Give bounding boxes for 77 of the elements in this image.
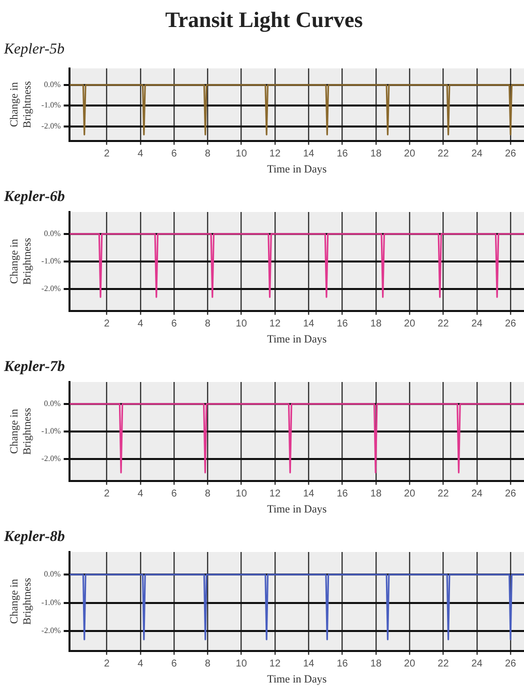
x-tick-label: 4 — [138, 488, 144, 500]
x-tick-label: 20 — [404, 658, 416, 670]
y-axis-title: Change in Brightness — [8, 238, 34, 285]
x-tick-label: 4 — [138, 658, 144, 670]
x-tick-label: 10 — [236, 658, 248, 670]
y-tick-label: 0.0% — [44, 570, 62, 579]
x-tick-label: 14 — [303, 318, 315, 330]
y-tick-label: -2.0% — [41, 626, 62, 636]
x-axis-title: Time in Days — [267, 673, 327, 686]
x-tick-label: 12 — [269, 658, 281, 670]
x-tick-label: 12 — [269, 488, 281, 500]
x-tick-label: 26 — [504, 148, 517, 160]
x-tick-label: 8 — [204, 148, 211, 160]
x-tick-label: 4 — [138, 148, 144, 160]
x-tick-label: 6 — [171, 318, 178, 330]
y-axis-title: Change in Brightness — [8, 408, 34, 455]
x-tick-label: 8 — [204, 318, 211, 330]
y-axis-title: Change in Brightness — [8, 81, 34, 128]
x-tick-label: 10 — [236, 148, 248, 160]
x-tick-label: 6 — [171, 658, 178, 670]
x-tick-label: 12 — [269, 318, 281, 330]
y-tick-label: -1.0% — [41, 426, 62, 436]
x-tick-label: 14 — [303, 658, 315, 670]
x-tick-label: 18 — [370, 318, 382, 330]
x-tick-label: 26 — [504, 318, 517, 330]
x-tick-label: 24 — [471, 488, 483, 500]
x-axis-title: Time in Days — [267, 333, 327, 346]
x-tick-label: 16 — [336, 318, 348, 330]
chart-subtitle: Kepler-5b — [3, 41, 66, 58]
x-tick-label: 6 — [171, 488, 178, 500]
x-tick-label: 20 — [404, 488, 416, 500]
x-tick-label: 14 — [303, 148, 315, 160]
x-axis-title: Time in Days — [267, 503, 327, 516]
x-tick-label: 14 — [303, 488, 315, 500]
x-tick-label: 18 — [370, 148, 382, 160]
x-tick-label: 10 — [236, 488, 248, 500]
x-tick-label: 24 — [471, 658, 483, 670]
x-tick-label: 26 — [504, 658, 517, 670]
chart-title: Kepler-8b — [3, 528, 66, 545]
x-tick-label: 8 — [204, 658, 211, 670]
x-tick-label: 12 — [269, 148, 281, 160]
x-tick-label: 2 — [104, 318, 110, 330]
x-tick-label: 18 — [370, 658, 382, 670]
x-tick-label: 26 — [504, 488, 517, 500]
y-tick-label: -2.0% — [41, 284, 62, 293]
chart-title: Transit Light Curves — [165, 6, 364, 32]
x-tick-label: 10 — [236, 318, 248, 330]
x-tick-label: 24 — [471, 318, 483, 330]
x-tick-label: 4 — [138, 318, 144, 330]
x-tick-label: 22 — [438, 488, 450, 500]
x-tick-label: 2 — [104, 488, 110, 500]
x-tick-label: 22 — [438, 658, 450, 670]
y-tick-label: 0.0% — [44, 229, 62, 238]
y-tick-label: -1.0% — [41, 598, 62, 607]
x-axis-title: Time in Days — [267, 163, 327, 176]
x-tick-label: 22 — [438, 148, 450, 160]
chart-title: Kepler-6b — [3, 188, 66, 205]
x-tick-label: 16 — [336, 658, 348, 670]
y-tick-label: 0.0% — [44, 80, 62, 90]
x-tick-label: 16 — [336, 148, 348, 160]
x-tick-label: 20 — [404, 148, 416, 160]
x-tick-label: 2 — [104, 658, 110, 670]
x-tick-label: 6 — [171, 148, 178, 160]
y-tick-label: -1.0% — [41, 100, 62, 110]
y-tick-label: -2.0% — [41, 454, 62, 463]
x-tick-label: 20 — [404, 318, 416, 330]
x-tick-label: 16 — [336, 488, 348, 500]
x-tick-label: 2 — [104, 148, 110, 160]
y-axis-title: Change in Brightness — [8, 578, 34, 625]
chart-title: Kepler-7b — [3, 358, 66, 375]
y-tick-label: 0.0% — [44, 399, 62, 408]
x-tick-label: 18 — [370, 488, 382, 500]
x-tick-label: 24 — [471, 148, 483, 160]
y-tick-label: -2.0% — [41, 121, 62, 130]
x-tick-label: 22 — [438, 318, 450, 330]
y-tick-label: -1.0% — [41, 256, 62, 266]
x-tick-label: 8 — [204, 488, 211, 500]
